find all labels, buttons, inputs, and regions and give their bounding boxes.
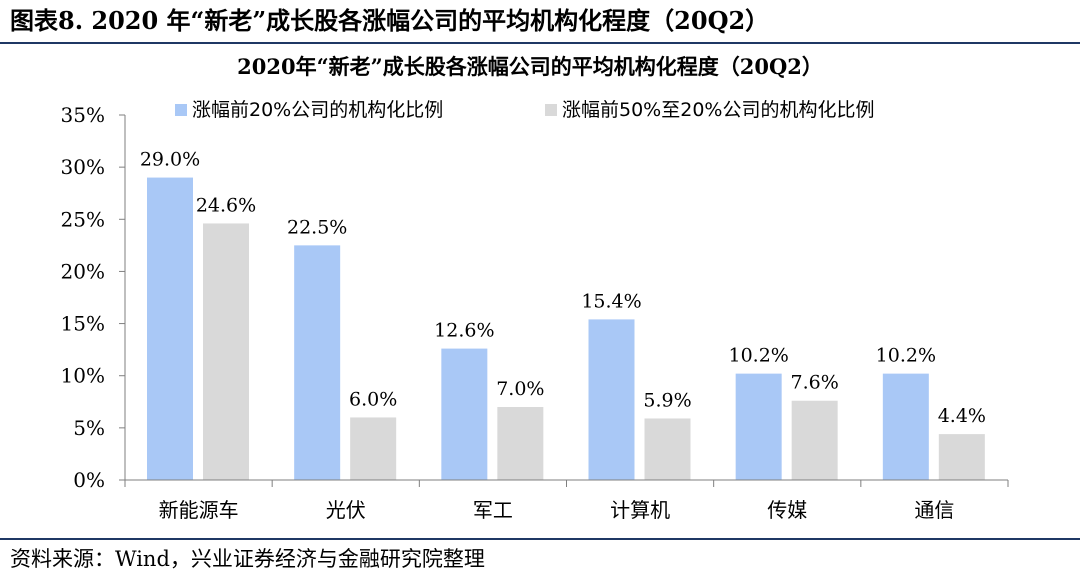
bar-value-label: 22.5%: [287, 216, 347, 238]
y-tick-label: 0%: [73, 468, 105, 492]
figure-caption: 图表8. 2020 年“新老”成长股各涨幅公司的平均机构化程度（20Q2）: [10, 6, 770, 35]
legend-swatch-series-2: [545, 104, 557, 116]
x-tick-label: 计算机: [610, 498, 670, 522]
legend: 涨幅前20%公司的机构化比例 涨幅前50%至20%公司的机构化比例: [175, 99, 874, 121]
y-tick-label: 25%: [61, 207, 105, 231]
y-axis: 0% 5% 10% 15% 20% 25% 30% 35%: [61, 103, 126, 492]
y-tick-label: 5%: [73, 416, 105, 440]
bar-labels: 29.0% 24.6% 22.5% 6.0% 12.6% 7.0% 15.4% 5.9% 10.…: [140, 149, 986, 428]
bar-value-label: 10.2%: [728, 345, 788, 367]
bar: [588, 319, 635, 480]
chart-title: 2020年“新老”成长股各涨幅公司的平均机构化程度（20Q2）: [237, 54, 823, 79]
bar: [350, 417, 397, 480]
figure-footer: 资料来源：Wind，兴业证券经济与金融研究院整理: [0, 538, 1080, 575]
x-tick-label: 新能源车: [159, 498, 239, 522]
x-axis: 新能源车 光伏 军工 计算机 传媒 通信: [124, 479, 1009, 522]
y-tick-label: 10%: [61, 364, 105, 388]
bar-value-label: 5.9%: [643, 389, 691, 411]
y-tick-label: 30%: [61, 155, 105, 179]
bar-chart: 2020年“新老”成长股各涨幅公司的平均机构化程度（20Q2） 涨幅前20%公司…: [61, 54, 1009, 522]
bar-value-label: 6.0%: [349, 388, 397, 410]
chart-area: 2020年“新老”成长股各涨幅公司的平均机构化程度（20Q2） 涨幅前20%公司…: [0, 44, 1080, 538]
bar: [938, 434, 985, 480]
legend-swatch-series-1: [175, 104, 187, 116]
bar-value-label: 4.4%: [938, 405, 986, 427]
x-tick-label: 军工: [473, 498, 513, 522]
bar-value-label: 7.0%: [496, 378, 544, 400]
bar-value-label: 12.6%: [434, 320, 494, 342]
bar: [791, 400, 838, 480]
x-tick-label: 光伏: [326, 498, 366, 522]
bar: [882, 373, 929, 480]
bar: [294, 245, 341, 480]
bar-value-label: 7.6%: [791, 372, 839, 394]
bar: [203, 223, 249, 480]
figure-header: 图表8. 2020 年“新老”成长股各涨幅公司的平均机构化程度（20Q2）: [0, 0, 1080, 44]
legend-label-series-1: 涨幅前20%公司的机构化比例: [192, 99, 443, 121]
bar: [735, 373, 782, 480]
bar: [147, 177, 193, 481]
bar-value-label: 24.6%: [196, 194, 256, 216]
y-tick-label: 20%: [61, 259, 105, 283]
x-tick-label: 传媒: [767, 498, 807, 522]
bar: [644, 418, 691, 480]
x-tick-label: 通信: [914, 498, 954, 522]
source-note: 资料来源：Wind，兴业证券经济与金融研究院整理: [10, 547, 485, 571]
bar: [441, 348, 488, 480]
bar-value-label: 29.0%: [140, 149, 200, 171]
legend-label-series-2: 涨幅前50%至20%公司的机构化比例: [562, 99, 874, 121]
bars: [147, 177, 985, 481]
bar-value-label: 15.4%: [581, 290, 641, 312]
bar: [497, 407, 544, 480]
bar-value-label: 10.2%: [876, 345, 936, 367]
y-tick-label: 35%: [61, 103, 105, 127]
y-tick-label: 15%: [61, 312, 105, 336]
